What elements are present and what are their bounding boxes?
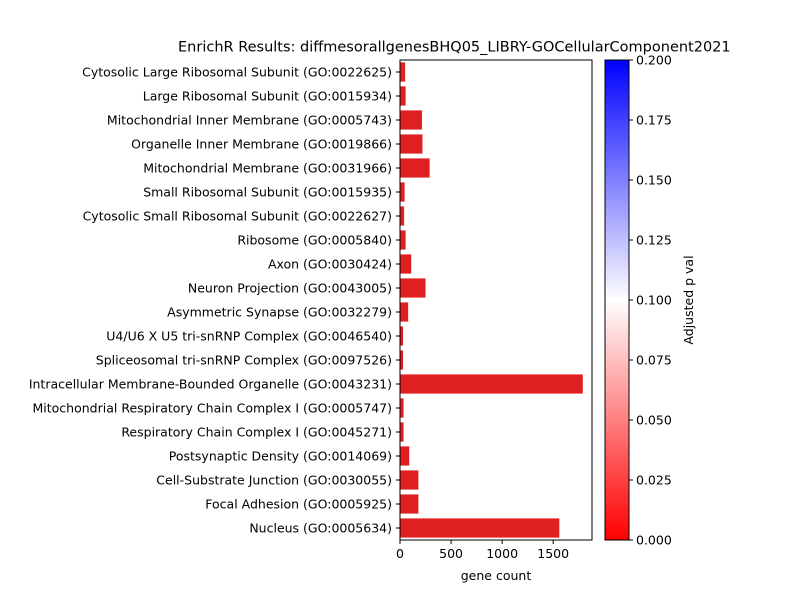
colorbar-tick-label: 0.025	[636, 473, 672, 488]
y-tick-label: Cytosolic Large Ribosomal Subunit (GO:00…	[82, 65, 392, 80]
bar	[400, 110, 422, 130]
colorbar-tick-label: 0.175	[636, 113, 672, 128]
x-axis-label: gene count	[461, 568, 532, 583]
bar	[400, 398, 404, 418]
y-tick-label: Mitochondrial Inner Membrane (GO:0005743…	[107, 113, 392, 128]
y-tick-label: Postsynaptic Density (GO:0014069)	[169, 449, 392, 464]
bar	[400, 494, 419, 514]
y-tick-label: Cytosolic Small Ribosomal Subunit (GO:00…	[83, 209, 392, 224]
colorbar-tick-label: 0.200	[636, 53, 672, 68]
colorbar-tick-label: 0.075	[636, 353, 672, 368]
y-tick-label: Small Ribosomal Subunit (GO:0015935)	[143, 185, 392, 200]
bar	[400, 86, 406, 106]
y-tick-label: Focal Adhesion (GO:0005925)	[205, 497, 392, 512]
y-tick-label: Intracellular Membrane-Bounded Organelle…	[29, 377, 392, 392]
bar	[400, 422, 404, 442]
bar	[400, 518, 560, 538]
bar	[400, 470, 419, 490]
y-tick-label: Ribosome (GO:0005840)	[237, 233, 392, 248]
y-tick-label: Organelle Inner Membrane (GO:0019866)	[131, 137, 392, 152]
y-tick-label: Cell-Substrate Junction (GO:0030055)	[156, 473, 392, 488]
colorbar: 0.000 0.025 0.050 0.075 0.100 0.125 0.150 0.175…	[604, 53, 672, 548]
plot-frame	[399, 59, 593, 541]
axes-layer: Cytosolic Large Ribosomal Subunit (GO:00…	[29, 59, 593, 561]
chart-title: EnrichR Results: diffmesorallgenesBHQ05_…	[178, 40, 731, 56]
bar	[400, 182, 405, 202]
colorbar-tick-label: 0.050	[636, 413, 672, 428]
x-tick-label: 1000	[486, 546, 518, 561]
colorbar-tick-label: 0.150	[636, 173, 672, 188]
bar	[400, 446, 410, 466]
bar	[400, 62, 406, 82]
y-tick-label: Asymmetric Synapse (GO:0032279)	[167, 305, 392, 320]
bar	[400, 134, 423, 154]
colorbar-tick-label: 0.000	[636, 533, 672, 548]
bar	[400, 206, 405, 226]
colorbar-label: Adjusted p val	[681, 255, 696, 344]
bar	[400, 374, 583, 394]
bar	[400, 254, 412, 274]
y-tick-label: Mitochondrial Membrane (GO:0031966)	[143, 161, 392, 176]
y-tick-label: Large Ribosomal Subunit (GO:0015934)	[143, 89, 392, 104]
bar	[400, 158, 430, 178]
colorbar-tick-label: 0.100	[636, 293, 672, 308]
x-tick-label: 1500	[537, 546, 569, 561]
y-tick-label: Nucleus (GO:0005634)	[249, 521, 392, 536]
bar	[400, 326, 404, 346]
bars-layer	[400, 62, 583, 538]
bar	[400, 278, 426, 298]
y-tick-label: U4/U6 X U5 tri-snRNP Complex (GO:0046540…	[106, 329, 392, 344]
y-tick-label: Neuron Projection (GO:0043005)	[188, 281, 392, 296]
colorbar-tick-label: 0.125	[636, 233, 672, 248]
y-tick-label: Mitochondrial Respiratory Chain Complex …	[33, 401, 393, 416]
bar	[400, 302, 409, 322]
colorbar-gradient	[605, 60, 629, 540]
y-tick-label: Spliceosomal tri-snRNP Complex (GO:00975…	[96, 353, 392, 368]
y-tick-label: Axon (GO:0030424)	[268, 257, 392, 272]
y-tick-label: Respiratory Chain Complex I (GO:0045271)	[121, 425, 392, 440]
bar	[400, 350, 404, 370]
x-tick-label: 500	[439, 546, 463, 561]
x-tick-label: 0	[396, 546, 404, 561]
bar	[400, 230, 406, 250]
